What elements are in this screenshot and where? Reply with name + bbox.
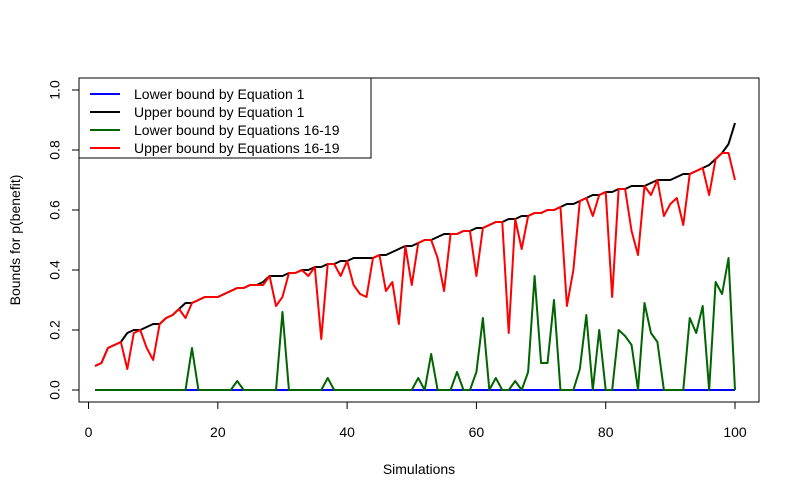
legend-label: Upper bound by Equation 1: [134, 104, 305, 120]
x-tick-label: 60: [469, 424, 485, 440]
y-tick-label: 0.0: [47, 380, 63, 400]
series-line-3: [95, 257, 736, 391]
legend: Lower bound by Equation 1 Upper bound by …: [78, 77, 372, 159]
y-tick-label: 0.8: [47, 140, 63, 160]
x-tick-label: 40: [339, 424, 355, 440]
y-tick-label: 0.4: [47, 260, 63, 280]
legend-label: Upper bound by Equations 16-19: [134, 140, 340, 156]
y-tick-label: 0.2: [47, 320, 63, 340]
x-axis-title: Simulations: [383, 461, 455, 477]
legend-label: Lower bound by Equation 1: [134, 86, 305, 102]
y-axis-title: Bounds for p(benefit): [7, 175, 23, 306]
x-tick-label: 0: [85, 424, 93, 440]
series-layer: [94, 122, 736, 391]
legend-box: [78, 77, 372, 159]
x-tick-label: 100: [723, 424, 747, 440]
y-tick-label: 0.6: [47, 200, 63, 220]
legend-label: Lower bound by Equations 16-19: [134, 122, 340, 138]
x-axis: 0 20 40 60 80 100: [85, 401, 747, 440]
y-tick-label: 1.0: [47, 80, 63, 100]
series-line-4: [94, 152, 736, 370]
x-tick-label: 80: [598, 424, 614, 440]
y-axis: 0.0 0.2 0.4 0.6 0.8 1.0: [47, 80, 80, 400]
x-tick-label: 20: [210, 424, 226, 440]
